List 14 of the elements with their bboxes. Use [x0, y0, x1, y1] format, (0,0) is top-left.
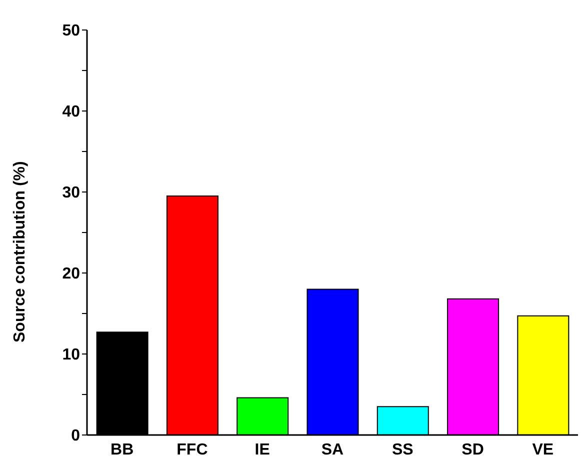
x-tick-label: VE — [532, 441, 554, 458]
y-tick-label: 30 — [62, 184, 80, 202]
y-axis-title: Source contribution (%) — [12, 161, 29, 342]
x-tick-label: BB — [110, 441, 134, 458]
x-tick-label: SD — [462, 441, 484, 458]
x-tick-label: SS — [392, 441, 414, 458]
y-tick-label: 10 — [62, 346, 80, 364]
x-tick-label: FFC — [176, 441, 208, 458]
y-tick-label: 50 — [62, 22, 80, 40]
y-tick-label: 40 — [62, 104, 80, 121]
x-tick-label: SA — [321, 441, 344, 458]
x-tick-label: IE — [254, 441, 270, 458]
y-tick-label: 0 — [71, 428, 80, 445]
y-tick-label: 20 — [62, 266, 80, 283]
